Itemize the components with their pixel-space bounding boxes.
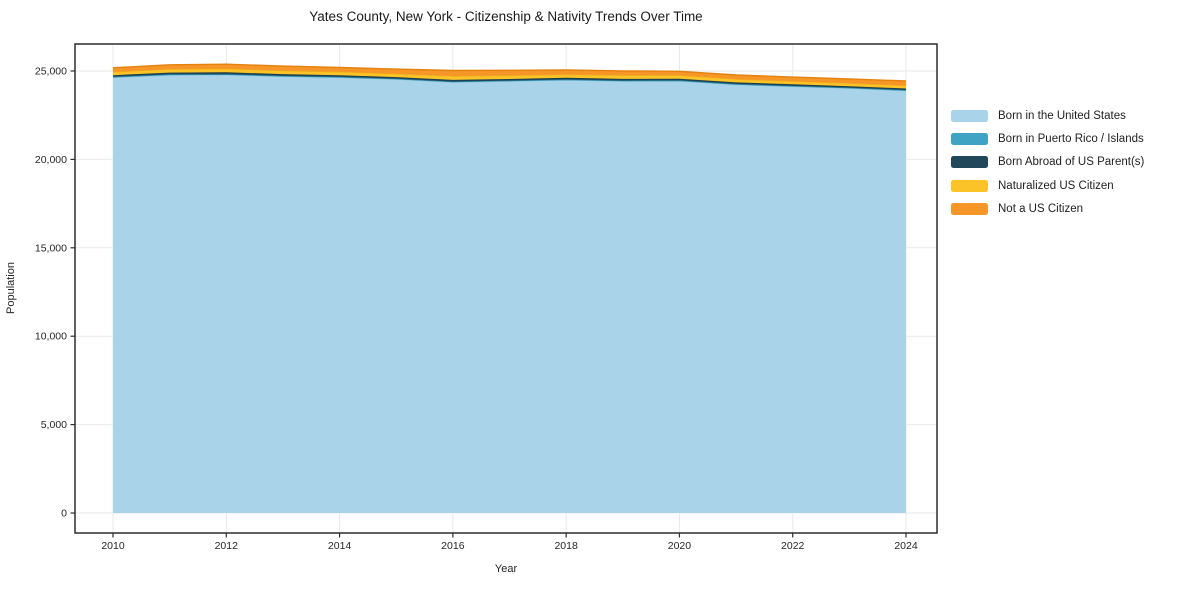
y-tick-label-10000: 10,000 [35,331,67,343]
legend-label: Not a US Citizen [998,203,1084,216]
x-tick-label-2020: 2020 [668,540,692,552]
legend-label: Naturalized US Citizen [998,179,1114,192]
x-tick-label-2022: 2022 [781,540,805,552]
legend-item-naturalized-us-citizen: Naturalized US Citizen [951,174,1144,197]
legend-item-born-abroad-of-us-parent-s: Born Abroad of US Parent(s) [951,151,1144,174]
x-tick-label-2024: 2024 [894,540,918,552]
area-edge-not-a-us-citizen [112,63,907,82]
tick-layer [70,70,907,538]
legend-item-born-in-puerto-rico-islands: Born in Puerto Rico / Islands [951,127,1144,150]
y-axis-title: Population [5,262,17,314]
y-tick-label-20000: 20,000 [35,154,67,166]
legend-swatch-born-in-the-united-states [951,109,988,122]
legend-label: Born in the United States [998,109,1126,122]
area-layer [112,63,907,513]
y-tick-label-15000: 15,000 [35,242,67,254]
area-naturalized-us-citizen [113,68,906,89]
x-tick-label-2014: 2014 [328,540,352,552]
area-not-a-us-citizen [113,64,906,86]
x-tick-label-2010: 2010 [101,540,125,552]
x-axis-title: Year [495,563,518,575]
y-tick-label-0: 0 [61,508,67,520]
legend-label: Born Abroad of US Parent(s) [998,156,1145,169]
y-tick-label-5000: 5,000 [41,419,67,431]
x-tick-label-2018: 2018 [554,540,578,552]
legend-swatch-not-a-us-citizen [951,203,988,216]
tick-label-layer: 0 5,000 10,000 15,000 20,000 25,000 2010 2012 20… [35,66,918,553]
legend-swatch-naturalized-us-citizen [951,179,988,192]
y-tick-label-25000: 25,000 [35,66,67,78]
legend: Born in the United States Born in Puerto … [951,104,1144,221]
x-tick-label-2012: 2012 [215,540,239,552]
legend-item-born-in-the-united-states: Born in the United States [951,104,1144,127]
legend-label: Born in Puerto Rico / Islands [998,133,1144,146]
area-born-in-the-united-states [113,74,906,513]
chart-title: Yates County, New York - Citizenship & N… [309,9,703,24]
area-born-abroad-of-us-parent-s [113,72,906,91]
legend-swatch-born-abroad-of-us-parent-s [951,156,988,169]
x-tick-label-2016: 2016 [441,540,465,552]
legend-item-not-a-us-citizen: Not a US Citizen [951,198,1144,221]
plot-border [74,43,938,534]
legend-swatch-born-in-puerto-rico-islands [951,133,988,146]
